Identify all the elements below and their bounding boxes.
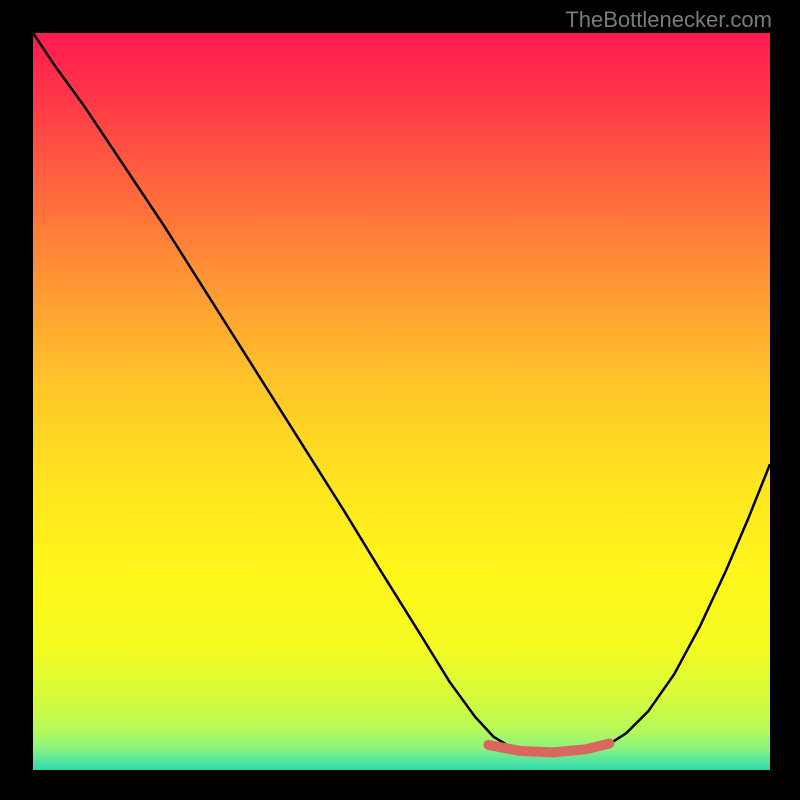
watermark-text: TheBottlenecker.com [565,7,772,33]
bottleneck-curve [33,33,770,755]
optimal-range-marker [488,743,609,752]
plot-area [33,33,770,770]
curve-layer [33,33,770,770]
